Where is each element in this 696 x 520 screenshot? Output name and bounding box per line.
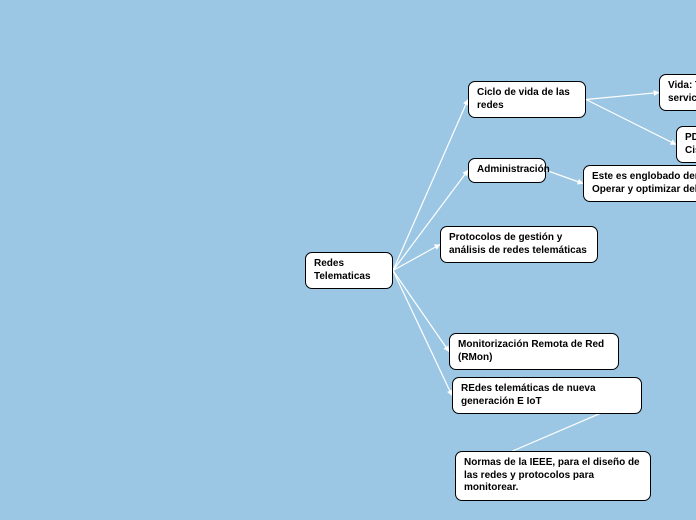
edge-root-proto	[393, 245, 440, 271]
node-pdioo[interactable]: PDIOO: Modelo propuesto por Cisco	[676, 126, 696, 163]
mindmap-canvas: Redes Telematicas Ciclo de vida de las re…	[0, 0, 696, 520]
edge-ciclo-vida	[586, 93, 659, 100]
node-vida[interactable]: Vida: Tiempo que la red presta servicio…	[659, 74, 696, 111]
node-proto[interactable]: Protocolos de gestión y análisis de rede…	[440, 226, 598, 263]
edge-admin-fases	[546, 170, 583, 183]
node-admin[interactable]: Administración	[468, 158, 546, 183]
node-ieee[interactable]: Normas de la IEEE, para el diseño de las…	[455, 451, 651, 501]
edge-root-iot	[393, 271, 452, 396]
node-rmon[interactable]: Monitorización Remota de Red (RMon)	[449, 333, 619, 370]
edge-root-rmon	[393, 271, 449, 352]
node-root[interactable]: Redes Telematicas	[305, 252, 393, 289]
node-fases[interactable]: Este es englobado dentro de las fases de…	[583, 165, 696, 202]
node-iot[interactable]: REdes telemáticas de nueva generación E …	[452, 377, 642, 414]
node-ciclo[interactable]: Ciclo de vida de las redes	[468, 81, 586, 118]
